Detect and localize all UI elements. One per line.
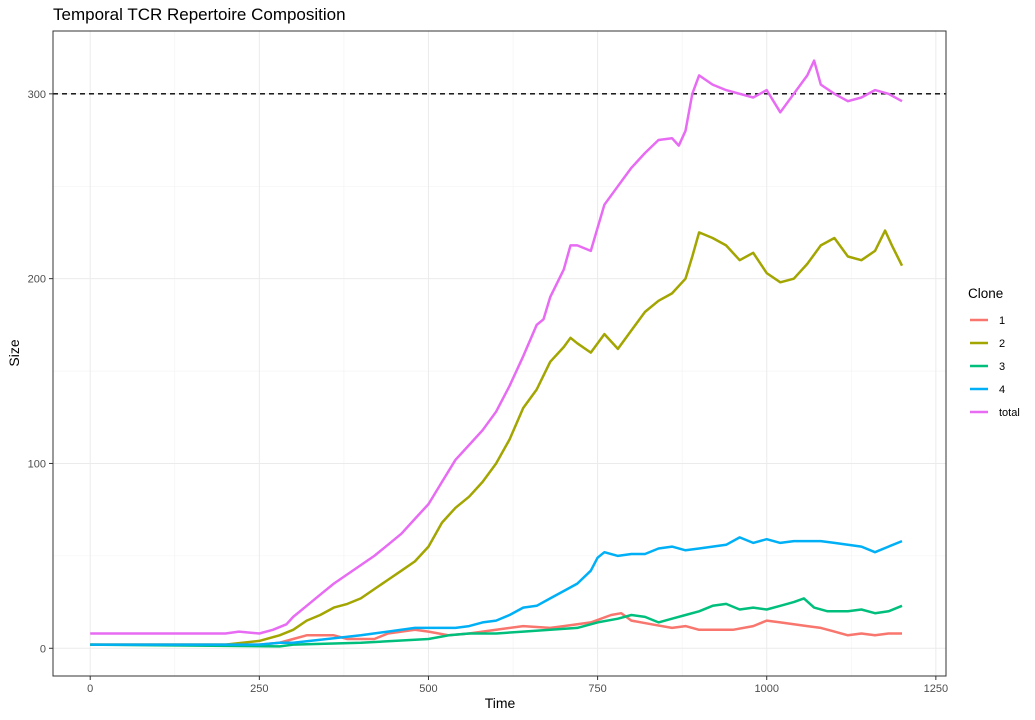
series-line-3 bbox=[90, 597, 903, 648]
legend-label-4: 4 bbox=[999, 384, 1005, 396]
x-tick-label: 1250 bbox=[924, 683, 948, 695]
plot-panel-border bbox=[52, 30, 947, 677]
y-axis: 0 100 200 300 bbox=[28, 89, 53, 655]
legend-label-3: 3 bbox=[999, 361, 1005, 373]
series-line-total bbox=[90, 59, 903, 635]
x-axis-title: Time bbox=[485, 695, 516, 711]
legend-label-total: total bbox=[999, 407, 1020, 419]
series-line-2 bbox=[90, 229, 904, 646]
series-line-4 bbox=[90, 536, 903, 646]
x-tick-label: 1000 bbox=[754, 683, 778, 695]
grid-lines bbox=[53, 31, 946, 676]
series-lines bbox=[90, 59, 904, 648]
y-tick-label: 0 bbox=[40, 643, 46, 655]
legend-title: Clone bbox=[968, 286, 1003, 301]
y-tick-label: 100 bbox=[28, 458, 46, 470]
chart-title: Temporal TCR Repertoire Composition bbox=[53, 5, 346, 24]
x-tick-label: 250 bbox=[250, 683, 268, 695]
y-axis-title: Size bbox=[6, 339, 22, 366]
x-tick-label: 500 bbox=[419, 683, 437, 695]
legend: Clone 1 2 3 4 total bbox=[968, 286, 1020, 419]
series-line-1 bbox=[90, 611, 902, 646]
x-tick-label: 0 bbox=[87, 683, 93, 695]
legend-label-1: 1 bbox=[999, 315, 1005, 327]
x-axis: 0 250 500 750 1000 1250 bbox=[87, 676, 948, 695]
y-tick-label: 300 bbox=[28, 89, 46, 101]
x-tick-label: 750 bbox=[588, 683, 606, 695]
y-tick-label: 200 bbox=[28, 274, 46, 286]
legend-label-2: 2 bbox=[999, 338, 1005, 350]
